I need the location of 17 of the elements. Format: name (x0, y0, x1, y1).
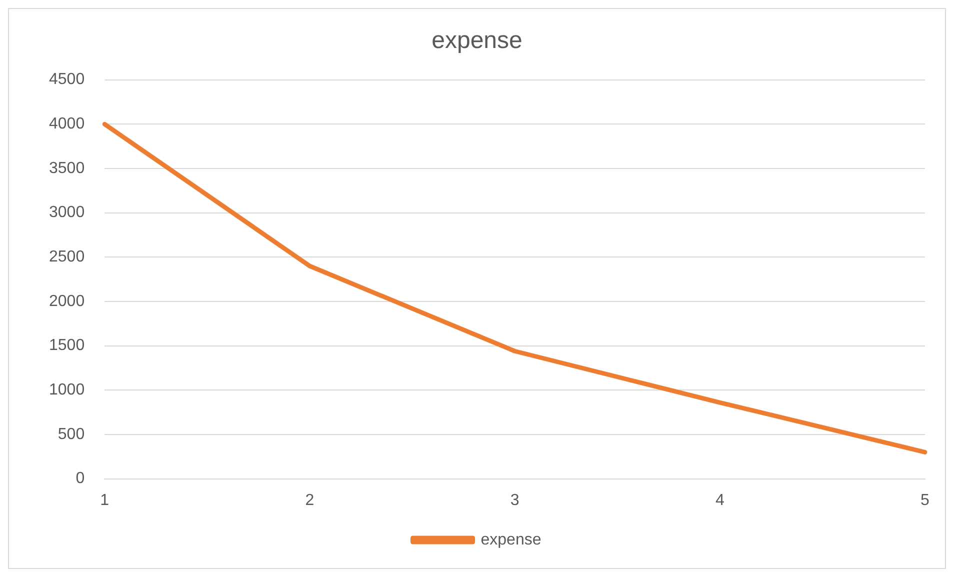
y-tick-label: 2500 (49, 248, 85, 266)
y-tick-label: 4000 (49, 116, 85, 133)
y-tick-label: 2000 (49, 292, 85, 310)
chart-title: expense (432, 27, 522, 54)
y-tick-label: 1000 (49, 382, 85, 399)
y-tick-label: 1500 (49, 337, 85, 354)
x-tick-label: 1 (100, 492, 110, 509)
x-tick-label: 5 (920, 492, 930, 509)
x-tick-label: 2 (305, 492, 314, 509)
y-tick-label: 0 (76, 470, 85, 488)
legend-label: expense (480, 531, 542, 548)
x-tick-label: 3 (510, 492, 520, 509)
y-tick-label: 3500 (49, 160, 85, 177)
x-tick-label: 4 (715, 492, 724, 509)
y-tick-label: 3000 (49, 204, 85, 222)
y-tick-label: 500 (58, 426, 85, 443)
y-tick-label: 4500 (49, 71, 85, 88)
